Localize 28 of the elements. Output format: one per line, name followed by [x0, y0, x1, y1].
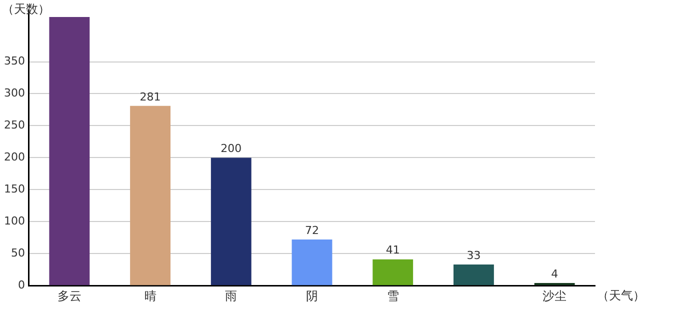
bar: [292, 240, 332, 286]
data-label: 281: [140, 90, 161, 104]
x-axis-title: （天气）: [597, 288, 645, 303]
y-tick-label: 200: [4, 150, 25, 164]
x-tick-label: 沙尘: [542, 288, 567, 303]
data-label: 4: [551, 267, 558, 280]
bar: [372, 259, 414, 286]
bar: [210, 158, 252, 286]
x-tick-label: 晴: [144, 288, 156, 303]
x-tick-label: 雪: [386, 288, 399, 303]
bar: [49, 16, 90, 286]
x-tick-label: 雨: [225, 288, 238, 303]
bar: [454, 264, 494, 286]
y-tick-label: 300: [4, 86, 25, 100]
y-axis-title: （天数）: [2, 2, 50, 16]
y-tick-label: 0: [18, 278, 25, 292]
y-tick-label: 350: [4, 54, 25, 68]
y-tick-label: 150: [4, 182, 25, 196]
data-label: 41: [386, 244, 400, 257]
y-tick-label: 250: [4, 118, 25, 132]
y-tick-label: 100: [4, 214, 25, 228]
x-tick-label: 阴: [306, 288, 318, 303]
x-tick-label: 多云: [57, 288, 82, 303]
data-label: 33: [466, 248, 481, 262]
y-tick-label: 50: [10, 246, 25, 260]
data-label: 72: [305, 224, 319, 237]
data-label: 200: [220, 142, 242, 156]
bar: [130, 106, 170, 286]
